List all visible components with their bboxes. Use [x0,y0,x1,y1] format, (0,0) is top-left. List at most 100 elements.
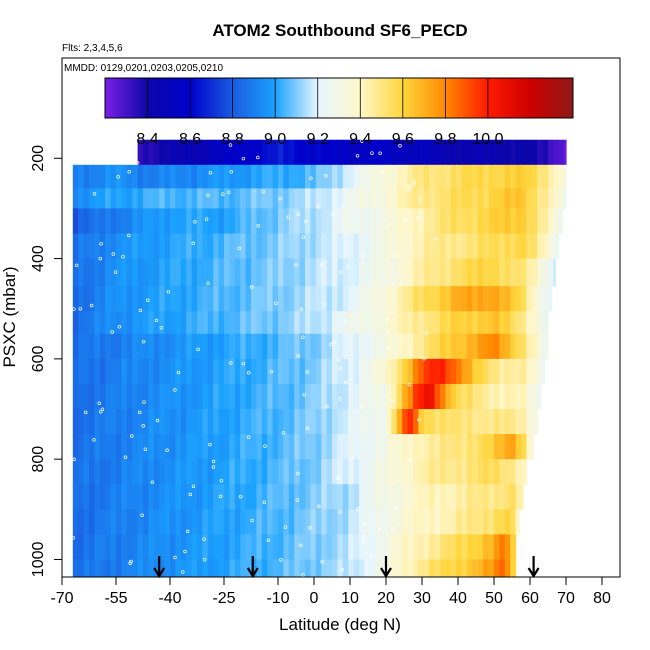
heatmap-cell [116,258,122,287]
heatmap-cell [461,534,468,560]
heatmap-cell [251,311,257,335]
heatmap-cell [191,358,198,385]
heatmap-cell [348,233,355,259]
heatmap-cell [504,409,511,435]
heatmap-cell [348,333,355,360]
heatmap-cell [83,484,90,510]
heatmap-cell [240,559,247,577]
heatmap-cell [207,484,214,510]
heatmap-cell [256,139,263,166]
heatmap-cell [245,233,252,259]
heatmap-cell [359,311,365,335]
heatmap-cell [380,333,387,360]
heatmap-cell [353,188,360,209]
heatmap-cell [148,188,155,209]
heatmap-cell [186,358,193,385]
heatmap-cell [89,459,95,485]
heatmap-cell [186,311,193,335]
heatmap-cell [164,509,171,535]
heatmap-cell [380,509,387,535]
sample-dot [363,521,367,526]
heatmap-cell [467,434,473,460]
heatmap-cell [450,333,457,360]
heatmap-cell [440,333,446,360]
colorbar-tick-label: 9.8 [434,131,456,148]
heatmap-cell [159,311,166,335]
heatmap-cell [299,383,306,410]
heatmap-cell [213,333,220,360]
heatmap-cell [89,509,95,535]
heatmap-cell [272,409,279,435]
heatmap-cell [510,258,517,287]
heatmap-cell [267,459,274,485]
heatmap-cell [494,233,500,259]
heatmap-cell [402,233,409,259]
heatmap-cell [299,509,306,535]
heatmap-cell [305,311,311,335]
heatmap-cell [159,534,166,560]
heatmap-cell [510,409,517,435]
heatmap-cell [164,286,171,312]
heatmap-cell [418,208,425,234]
heatmap-cell [299,484,306,510]
heatmap-cell [213,409,220,435]
heatmap-cell [83,208,90,234]
heatmap-cell [105,434,112,460]
heatmap-cell [499,164,506,189]
heatmap-cell [310,208,317,234]
heatmap-cell [369,459,376,485]
heatmap-cell [191,333,198,360]
heatmap-cell [170,164,176,189]
heatmap-cell [321,333,328,360]
heatmap-cell [483,459,490,485]
heatmap-cell [283,139,290,166]
heatmap-cell [116,484,122,510]
sample-dot [398,477,402,481]
heatmap-cell [477,459,484,485]
heatmap-cell [267,139,274,166]
heatmap-cell [434,333,441,360]
heatmap-cell [294,534,301,560]
heatmap-cell [423,383,430,410]
heatmap-cell [186,286,193,312]
heatmap-cell [294,311,301,335]
heatmap-cell [94,258,101,287]
heatmap-cell [450,233,457,259]
heatmap-cell [391,434,398,460]
heatmap-cell [386,258,392,287]
heatmap-cell [148,434,155,460]
heatmap-cell [78,434,85,460]
sample-dot [407,382,412,387]
heatmap-cell [272,164,279,189]
heatmap-cell [148,409,155,435]
heatmap-cell [267,258,274,287]
heatmap-cell [477,258,484,287]
heatmap-cell [456,409,463,435]
heatmap-cell [380,559,387,577]
heatmap-cell [450,286,457,312]
heatmap-cell [537,311,544,335]
heatmap-cell [332,164,338,189]
heatmap-cell [542,164,549,189]
heatmap-cell [121,459,128,485]
sample-dot [385,318,389,322]
heatmap-cell [72,383,79,410]
heatmap-cell [294,409,301,435]
heatmap-cell [315,534,322,560]
heatmap-cell [434,484,441,510]
heatmap-cell [321,358,328,385]
heatmap-cell [386,233,392,259]
heatmap-cell [78,258,85,287]
heatmap-cell [197,188,203,209]
heatmap-cell [326,258,333,287]
heatmap-cell [386,208,392,234]
sample-dot [219,478,224,483]
colorbar-tick-label: 8.8 [222,131,244,148]
heatmap-cell [186,188,193,209]
heatmap-cell [294,164,301,189]
heatmap-cell [515,358,522,385]
heatmap-cell [267,383,274,410]
heatmap-cell [72,164,79,189]
heatmap-cell [213,534,220,560]
heatmap-cell [364,333,371,360]
